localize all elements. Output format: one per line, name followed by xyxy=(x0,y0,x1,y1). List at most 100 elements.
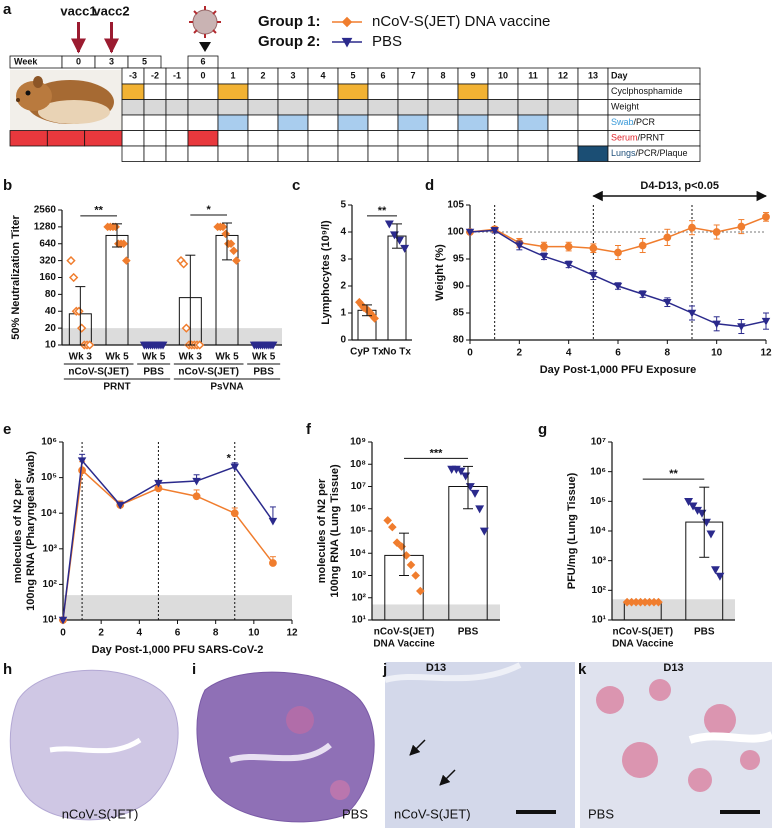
data-point xyxy=(613,282,623,291)
image-label: nCoV-S(JET) xyxy=(62,806,139,821)
table-cell xyxy=(427,83,459,100)
row-label-part: /PCR/Plaque xyxy=(636,148,688,158)
tissue-field xyxy=(385,662,575,828)
x-tick-label: 8 xyxy=(213,628,219,639)
schedule-event xyxy=(337,83,369,100)
day-label: 4 xyxy=(320,70,325,80)
table-cell xyxy=(247,83,279,100)
y-tick-label: 85 xyxy=(453,308,465,319)
row-label: Weight xyxy=(611,102,639,112)
data-point xyxy=(564,261,573,269)
schedule-event xyxy=(517,99,549,116)
data-point xyxy=(663,233,672,242)
y-tick-label: 1 xyxy=(340,308,346,319)
arrow xyxy=(439,769,456,786)
x-tick-label: PBS xyxy=(458,627,479,638)
y-tick-label: 10³ xyxy=(352,570,367,581)
x-tick-label: nCoV-S(JET) xyxy=(612,627,673,638)
x-axis-label: Day Post-1,000 PFU Exposure xyxy=(540,364,697,376)
y-tick-label: 640 xyxy=(39,238,56,249)
tissue-section xyxy=(9,669,179,821)
y-tick-label: 5 xyxy=(340,200,346,211)
vaccination-label: vacc1 xyxy=(60,3,96,18)
legend-marker xyxy=(341,37,353,48)
significance-label: * xyxy=(207,204,212,216)
row-label-part: Serum xyxy=(611,133,638,143)
x-tick-label: 8 xyxy=(665,348,671,359)
y-tick-label: 90 xyxy=(453,281,465,292)
schedule-event xyxy=(277,99,309,116)
table-cell xyxy=(427,114,459,131)
x-tick-label: 12 xyxy=(286,628,298,639)
week-header: Week xyxy=(14,56,38,66)
data-point xyxy=(456,467,466,476)
panel-label: e xyxy=(3,421,11,438)
hamster-ear xyxy=(33,76,43,88)
table-cell xyxy=(427,130,459,147)
panel-label: h xyxy=(3,661,12,678)
y-tick-label: 10⁹ xyxy=(350,437,366,448)
y-tick-label: 100 xyxy=(447,227,464,238)
y-tick-label: 320 xyxy=(39,255,56,266)
y-tick-label: 3 xyxy=(340,254,346,265)
y-axis-label: Weight (%) xyxy=(434,244,446,301)
x-tick-label: 4 xyxy=(137,628,143,639)
y-tick-label: 160 xyxy=(39,272,56,283)
x-tick-label: 0 xyxy=(60,628,66,639)
data-point xyxy=(706,530,716,539)
supergroup-label: PsVNA xyxy=(210,382,243,393)
week-label: 5 xyxy=(142,56,147,66)
airway xyxy=(49,737,142,754)
bar xyxy=(387,235,407,341)
y-tick-label: 10⁴ xyxy=(41,508,57,519)
schedule-event xyxy=(143,99,167,116)
hamster-illustration xyxy=(10,70,122,130)
data-point xyxy=(490,227,499,235)
data-point xyxy=(192,492,201,501)
detection-limit-band xyxy=(62,328,282,345)
y-tick-label: 105 xyxy=(447,200,464,211)
data-point xyxy=(383,516,392,525)
x-tick-label: No Tx xyxy=(383,347,411,358)
day-label: 8 xyxy=(440,70,445,80)
schedule-event xyxy=(187,130,219,147)
detection-limit-band xyxy=(612,599,735,620)
data-point xyxy=(539,253,549,261)
supergroup-label: PRNT xyxy=(103,382,130,393)
y-tick-label: 10 xyxy=(45,340,57,351)
day-label: 13 xyxy=(588,70,598,80)
data-point xyxy=(461,472,471,481)
data-point xyxy=(589,244,598,253)
schedule-event xyxy=(307,99,339,116)
group-label: nCoV-S(JET) xyxy=(178,367,239,378)
data-point xyxy=(737,222,746,231)
histology-h xyxy=(9,669,179,821)
data-point xyxy=(638,241,647,250)
schedule-event xyxy=(84,130,123,147)
week-label: 3 xyxy=(109,56,114,66)
y-tick-label: 2 xyxy=(340,281,346,292)
table-cell xyxy=(307,83,339,100)
data-point xyxy=(268,517,278,526)
x-tick-label: 10 xyxy=(711,348,723,359)
airway xyxy=(384,662,522,683)
data-point xyxy=(712,228,721,236)
y-tick-label: 10⁷ xyxy=(351,481,366,492)
data-point xyxy=(638,290,647,299)
data-point xyxy=(268,341,278,350)
data-point xyxy=(195,340,205,350)
significance-label: ** xyxy=(669,468,678,480)
table-cell xyxy=(337,145,369,162)
day-label: 7 xyxy=(410,70,415,80)
y-tick-label: 10⁶ xyxy=(590,466,606,477)
table-cell xyxy=(165,114,189,131)
challenge-arrow xyxy=(199,42,211,52)
data-point xyxy=(230,509,239,518)
x-tick-label: 10 xyxy=(248,628,260,639)
day-header: Day xyxy=(611,70,628,80)
image-label: PBS xyxy=(342,806,368,821)
panel-label: g xyxy=(538,421,547,438)
x-tick-label: 6 xyxy=(175,628,181,639)
x-tick-label: Wk 5 xyxy=(252,352,276,363)
schedule-event xyxy=(367,99,399,116)
